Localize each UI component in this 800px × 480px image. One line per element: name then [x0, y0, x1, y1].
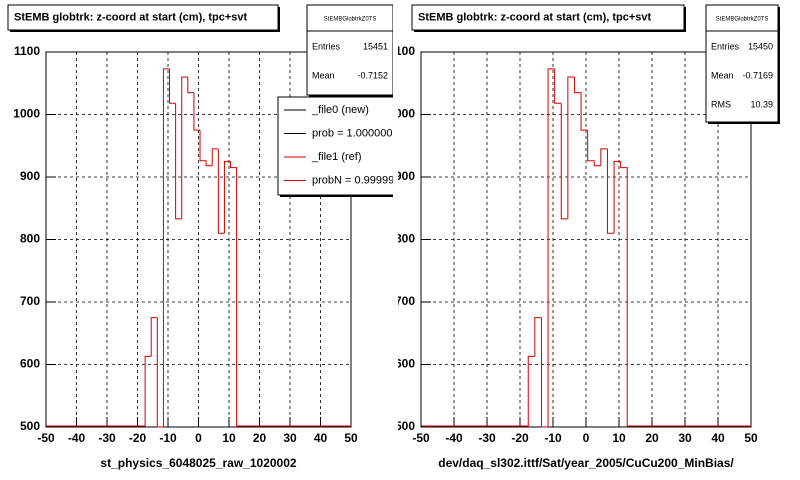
- legend-label: _file1 (ref): [311, 151, 362, 163]
- stats-value: 10.39: [750, 99, 773, 109]
- bin: [560, 103, 568, 220]
- pad: -50 -40 -30 -20 -10 0 10 20 30 40 50 500 600 700 800 90…: [7, 4, 394, 470]
- bin: [540, 317, 549, 428]
- y-tick-label: 600: [20, 357, 40, 371]
- bin: [150, 317, 158, 357]
- stats-value: -0.7169: [742, 70, 773, 80]
- bin: [573, 77, 582, 94]
- x-tick-label: 0: [195, 431, 202, 445]
- x-tick-label: -20: [129, 431, 147, 445]
- y-tick-label: 1100: [389, 44, 415, 58]
- bin: [606, 148, 615, 234]
- legend-box: [277, 96, 393, 196]
- x-axis-label: st_physics_6048025_raw_1020002: [100, 456, 296, 470]
- x-tick-label: 0: [583, 431, 590, 445]
- bin: [211, 148, 219, 166]
- x-tick-label: -10: [544, 431, 562, 445]
- y-tick-label: 500: [20, 419, 40, 433]
- bin: [175, 103, 182, 220]
- x-tick-label: 20: [645, 431, 659, 445]
- x-tick-label: -50: [412, 431, 430, 445]
- x-tick-label: -30: [98, 431, 116, 445]
- x-tick-label: 10: [612, 431, 626, 445]
- title-box: [7, 4, 279, 31]
- stats-value: 15450: [748, 41, 773, 51]
- x-tick-label: 30: [283, 431, 297, 445]
- legend-label: prob = 1.000000: [312, 127, 392, 139]
- x-tick-label: 50: [344, 431, 358, 445]
- bin: [205, 160, 213, 167]
- bin: [217, 148, 225, 234]
- x-tick-label: -10: [159, 431, 177, 445]
- pad: -50 -40 -30 -20 -10 0 10 20 30 40 50 500 600 700 800 90…: [388, 4, 780, 470]
- legend-label: probN = 0.99999: [312, 174, 394, 186]
- bin: [144, 355, 152, 427]
- bin: [620, 161, 628, 427]
- x-axis-label: dev/daq_sl302.ittf/Sat/year_2005/CuCu200…: [438, 456, 734, 470]
- y-tick-label: 900: [395, 169, 415, 183]
- bin: [567, 76, 575, 219]
- legend-label: _file0 (new): [311, 104, 369, 116]
- chart-title: StEMB globtrk: z-coord at start (cm), tp…: [418, 11, 652, 23]
- y-tick-label: 500: [395, 419, 415, 433]
- bin: [593, 160, 601, 167]
- stats-name: Entries: [312, 41, 341, 51]
- bin: [580, 92, 588, 131]
- y-tick-label: 1000: [388, 107, 415, 121]
- stats-name: RMS: [711, 99, 731, 109]
- x-tick-label: 30: [678, 431, 692, 445]
- bin: [587, 130, 595, 162]
- y-tick-label: 800: [20, 232, 40, 246]
- stats-name: Entries: [711, 41, 740, 51]
- bin: [534, 317, 542, 357]
- bin: [554, 68, 562, 104]
- x-tick-label: 50: [744, 431, 758, 445]
- y-tick-label: 800: [395, 232, 415, 246]
- y-tick-label: 1000: [13, 107, 40, 121]
- bin: [199, 130, 207, 162]
- x-tick-label: -40: [68, 431, 86, 445]
- stats-box: [705, 4, 779, 123]
- bin: [230, 161, 238, 427]
- stats-title: StEMBGlobtrkZ0TS: [716, 17, 769, 23]
- x-tick-label: 40: [314, 431, 328, 445]
- bin: [162, 68, 170, 427]
- stats-name: Mean: [711, 70, 734, 80]
- x-tick-label: 10: [222, 431, 236, 445]
- x-tick-label: -30: [478, 431, 496, 445]
- x-tick-label: -20: [511, 431, 529, 445]
- x-tick-label: -40: [445, 431, 463, 445]
- bin: [181, 76, 188, 219]
- stats-value: -0.7152: [357, 70, 388, 80]
- y-tick-label: 700: [20, 294, 40, 308]
- stats-name: Mean: [312, 70, 335, 80]
- bin: [547, 68, 555, 427]
- title-box: [411, 4, 685, 31]
- x-tick-label: 20: [253, 431, 267, 445]
- y-tick-label: 600: [395, 357, 415, 371]
- bin: [156, 317, 164, 428]
- bin: [193, 92, 201, 131]
- bin: [600, 148, 608, 166]
- stats-value: 15451: [363, 41, 388, 51]
- bin: [187, 77, 194, 94]
- stats-title: StEMBGlobtrkZ0TS: [324, 17, 377, 23]
- y-tick-label: 700: [395, 294, 415, 308]
- y-tick-label: 1100: [14, 44, 40, 58]
- chart-title: StEMB globtrk: z-coord at start (cm), tp…: [14, 11, 248, 23]
- bin: [223, 160, 231, 234]
- y-tick-label: 900: [20, 169, 40, 183]
- bin: [613, 160, 621, 234]
- bin: [169, 68, 176, 104]
- bin: [527, 355, 535, 427]
- x-tick-label: -50: [37, 431, 55, 445]
- stats-box: [306, 4, 393, 96]
- x-tick-label: 40: [711, 431, 725, 445]
